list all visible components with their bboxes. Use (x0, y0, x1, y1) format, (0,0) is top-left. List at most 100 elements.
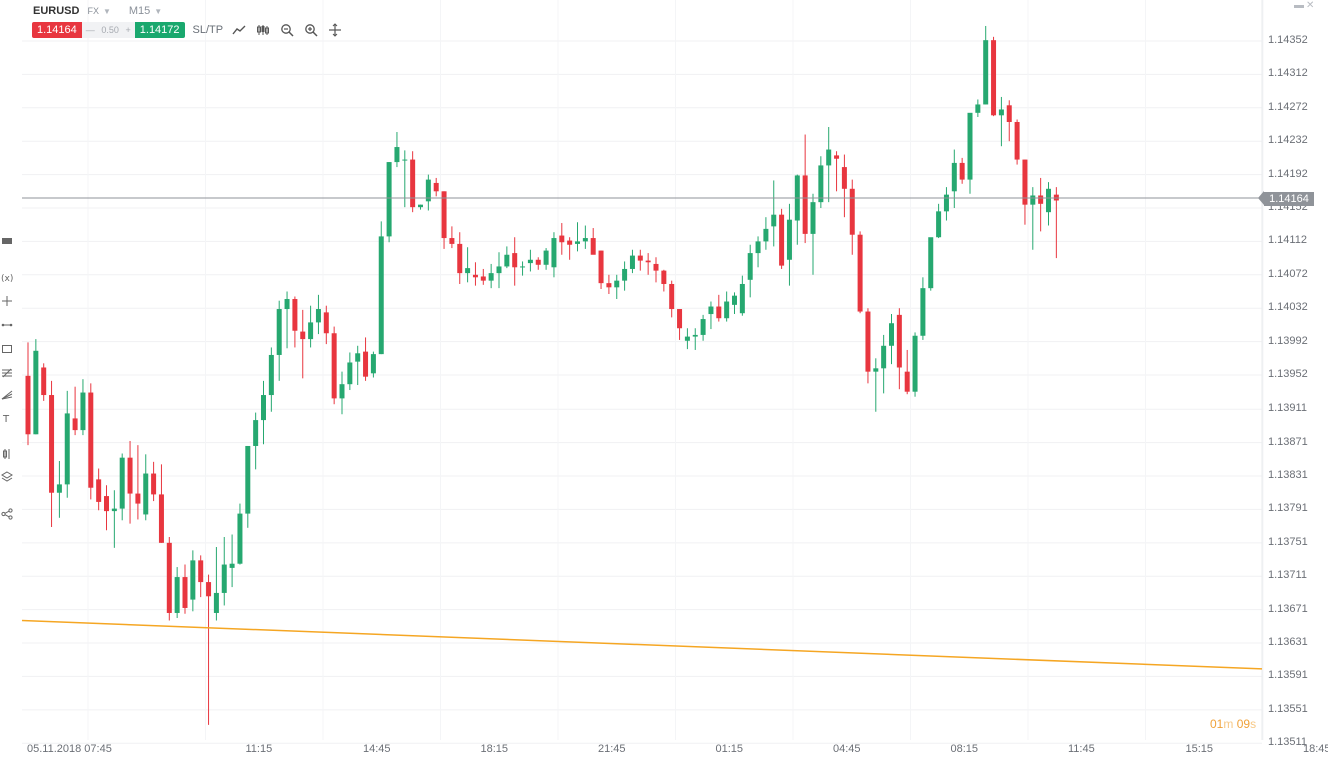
candle[interactable] (190, 550, 196, 612)
candle[interactable] (881, 334, 887, 394)
candle[interactable] (708, 301, 714, 330)
candle[interactable] (692, 328, 698, 350)
candle[interactable] (386, 162, 392, 243)
candle[interactable] (284, 291, 290, 349)
candle[interactable] (96, 468, 102, 511)
candle[interactable] (912, 332, 918, 397)
candle[interactable] (661, 269, 667, 292)
candle[interactable] (480, 268, 486, 285)
candle[interactable] (347, 352, 353, 391)
candle[interactable] (904, 349, 910, 395)
candle[interactable] (677, 309, 683, 340)
zoom-in-icon[interactable] (303, 22, 319, 38)
candle[interactable] (300, 309, 306, 379)
candle[interactable] (1006, 100, 1012, 142)
candle[interactable] (747, 244, 753, 298)
candle[interactable] (739, 275, 745, 316)
candle[interactable] (80, 379, 86, 436)
layers-icon[interactable] (0, 470, 14, 484)
candle[interactable] (943, 187, 949, 221)
rectangle-tool-icon[interactable] (0, 342, 14, 356)
candle[interactable] (331, 326, 337, 405)
sell-button[interactable]: 1.14164 (32, 21, 82, 38)
candle[interactable] (418, 204, 423, 210)
buy-button[interactable]: 1.14172 (134, 21, 185, 38)
candle[interactable] (975, 99, 981, 117)
candle[interactable] (135, 445, 141, 520)
candle[interactable] (794, 174, 800, 245)
candle[interactable] (826, 127, 832, 203)
candle[interactable] (119, 453, 125, 521)
candle[interactable] (449, 226, 455, 249)
candle[interactable] (72, 386, 78, 436)
lot-minus-button[interactable]: — (85, 24, 95, 35)
candle[interactable] (1014, 119, 1020, 165)
candle[interactable] (936, 203, 942, 239)
candle[interactable] (308, 305, 314, 348)
candle[interactable] (998, 96, 1004, 147)
crosshair-tool-icon[interactable] (0, 294, 14, 308)
candle[interactable] (496, 252, 502, 289)
candle[interactable] (779, 208, 785, 269)
candle[interactable] (355, 345, 361, 386)
share-icon[interactable] (0, 507, 14, 521)
candle[interactable] (606, 274, 612, 295)
candle[interactable] (292, 296, 298, 348)
candle[interactable] (582, 225, 588, 249)
candle[interactable] (763, 217, 769, 250)
candle[interactable] (472, 262, 478, 286)
candle[interactable] (967, 112, 973, 194)
lot-size-stepper[interactable]: — 0.50 + (81, 21, 135, 38)
timeframe-label[interactable]: M15 (128, 5, 151, 17)
candle[interactable] (378, 221, 384, 355)
candle[interactable] (465, 247, 471, 283)
candle[interactable] (1030, 187, 1036, 250)
candle[interactable] (841, 154, 847, 218)
candle[interactable] (41, 363, 47, 401)
candle[interactable] (920, 277, 926, 340)
candle[interactable] (983, 25, 989, 105)
fibonacci-icon[interactable] (0, 366, 14, 380)
candle[interactable] (598, 250, 604, 289)
pitchfork-icon[interactable] (0, 388, 14, 402)
candle[interactable] (394, 132, 400, 168)
candle[interactable] (143, 454, 149, 521)
candle[interactable] (959, 157, 965, 184)
candle[interactable] (221, 536, 227, 606)
candle[interactable] (716, 294, 722, 322)
candle[interactable] (653, 257, 659, 283)
candle[interactable] (873, 358, 879, 412)
candle[interactable] (425, 174, 431, 211)
zoom-out-icon[interactable] (279, 22, 295, 38)
candle[interactable] (158, 464, 164, 543)
sltp-button[interactable]: SL/TP (192, 23, 224, 36)
candle[interactable] (206, 574, 212, 725)
candle[interactable] (1046, 182, 1051, 226)
candle[interactable] (810, 193, 816, 275)
crosshair-icon[interactable] (327, 22, 343, 38)
candle[interactable] (339, 371, 345, 415)
candle[interactable] (64, 390, 70, 498)
candle[interactable] (928, 237, 934, 291)
candle[interactable] (433, 177, 439, 197)
candle[interactable] (865, 308, 871, 384)
candle[interactable] (896, 308, 902, 390)
candle[interactable] (261, 380, 266, 445)
candle[interactable] (151, 461, 157, 502)
candle[interactable] (1022, 159, 1028, 225)
candle[interactable] (127, 440, 133, 524)
close-icon[interactable]: ✕ (1306, 0, 1315, 11)
candle[interactable] (504, 246, 510, 269)
candle[interactable] (198, 555, 204, 598)
candle[interactable] (724, 291, 730, 322)
candle[interactable] (441, 191, 447, 249)
candle[interactable] (111, 490, 117, 548)
candle[interactable] (520, 261, 526, 276)
candle[interactable] (402, 150, 408, 208)
candle[interactable] (213, 547, 219, 621)
candle[interactable] (410, 151, 416, 213)
candle[interactable] (56, 461, 62, 518)
candle[interactable] (669, 280, 675, 318)
trend-line-tool-icon[interactable] (0, 318, 14, 332)
